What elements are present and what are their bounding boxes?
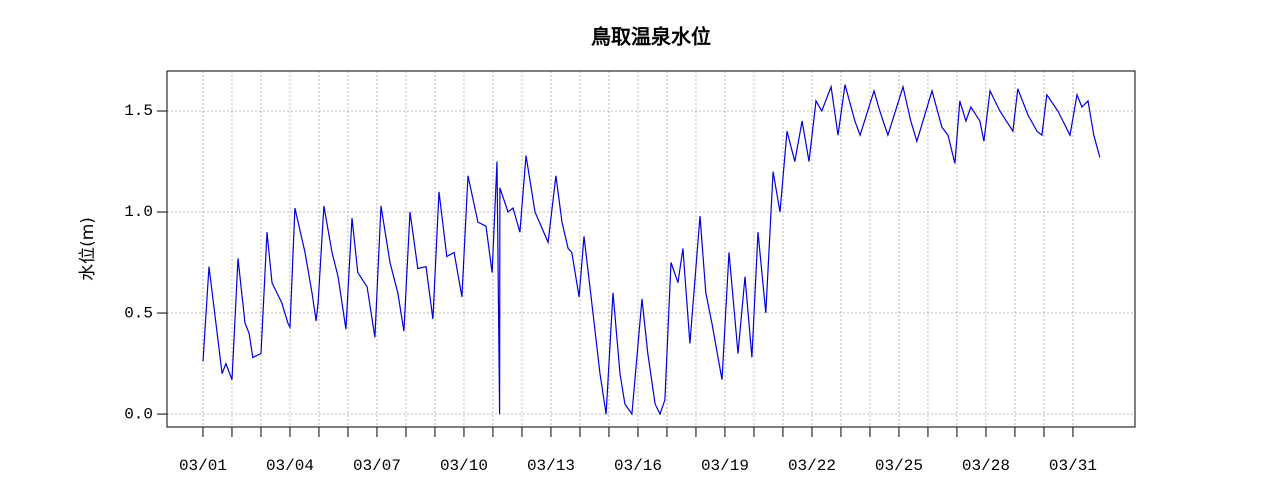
- x-tick-label: 03/25: [875, 457, 923, 475]
- x-tick-label: 03/07: [353, 457, 401, 475]
- y-tick-label: 1.0: [124, 203, 153, 221]
- x-tick-label: 03/04: [266, 457, 314, 475]
- x-tick-label: 03/01: [179, 457, 227, 475]
- line: [202, 84, 1101, 416]
- y-tick-label: 1.5: [124, 102, 153, 120]
- x-tick-label: 03/31: [1049, 457, 1097, 475]
- x-tick-label: 03/28: [962, 457, 1010, 475]
- y-axis-label: 水位(m): [78, 217, 98, 281]
- x-tick-label: 03/16: [614, 457, 662, 475]
- y-tick-label: 0.0: [124, 405, 153, 423]
- x-tick-label: 03/19: [701, 457, 749, 475]
- x-tick-label: 03/10: [440, 457, 488, 475]
- y-tick-label: 0.5: [124, 304, 153, 322]
- x-tick-label: 03/22: [788, 457, 836, 475]
- plot-frame: [166, 70, 1136, 428]
- chart-title: 鳥取温泉水位: [591, 25, 711, 49]
- x-tick-label: 03/13: [527, 457, 575, 475]
